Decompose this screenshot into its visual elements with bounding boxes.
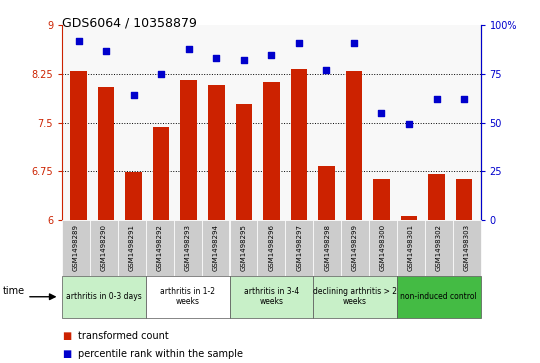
Text: time: time [3, 286, 25, 296]
Text: arthritis in 1-2
weeks: arthritis in 1-2 weeks [160, 287, 215, 306]
Text: GSM1498300: GSM1498300 [380, 224, 386, 271]
Point [75, 38, 83, 44]
Point [157, 71, 166, 77]
Text: GSM1498302: GSM1498302 [436, 224, 442, 271]
Bar [180, 81, 197, 220]
Text: non-induced control: non-induced control [400, 292, 477, 301]
Text: percentile rank within the sample: percentile rank within the sample [78, 349, 244, 359]
Point [349, 40, 358, 46]
Bar [456, 179, 472, 220]
Text: GSM1498303: GSM1498303 [464, 224, 470, 271]
Point [460, 96, 468, 102]
Point [294, 40, 303, 46]
Text: arthritis in 0-3 days: arthritis in 0-3 days [66, 292, 142, 301]
Point [404, 122, 413, 127]
Bar [208, 85, 225, 220]
Text: GSM1498294: GSM1498294 [213, 224, 219, 271]
Text: declining arthritis > 2
weeks: declining arthritis > 2 weeks [313, 287, 397, 306]
Point [377, 110, 386, 116]
Text: ■: ■ [62, 349, 71, 359]
Text: GDS6064 / 10358879: GDS6064 / 10358879 [62, 16, 197, 29]
Bar [235, 105, 252, 220]
Point [185, 46, 193, 52]
Bar [263, 82, 280, 220]
Point [212, 56, 221, 61]
Point [432, 96, 441, 102]
Bar [346, 71, 362, 220]
Text: GSM1498292: GSM1498292 [157, 224, 163, 271]
Text: GSM1498291: GSM1498291 [129, 224, 135, 271]
Text: GSM1498295: GSM1498295 [240, 224, 246, 271]
Point [267, 52, 275, 57]
Text: ■: ■ [62, 331, 71, 341]
Bar [153, 127, 170, 220]
Text: GSM1498289: GSM1498289 [73, 224, 79, 271]
Text: GSM1498293: GSM1498293 [185, 224, 191, 271]
Text: GSM1498301: GSM1498301 [408, 224, 414, 271]
Bar [291, 69, 307, 220]
Point [322, 67, 330, 73]
Text: GSM1498299: GSM1498299 [352, 224, 358, 271]
Point [240, 57, 248, 63]
Bar [318, 166, 335, 220]
Bar [70, 71, 87, 220]
Text: GSM1498290: GSM1498290 [101, 224, 107, 271]
Bar [98, 87, 114, 220]
Bar [428, 174, 445, 220]
Text: transformed count: transformed count [78, 331, 169, 341]
Text: arthritis in 3-4
weeks: arthritis in 3-4 weeks [244, 287, 299, 306]
Bar [125, 172, 142, 220]
Point [130, 93, 138, 98]
Text: GSM1498296: GSM1498296 [268, 224, 274, 271]
Bar [401, 216, 417, 220]
Text: GSM1498297: GSM1498297 [296, 224, 302, 271]
Point [102, 48, 111, 54]
Bar [373, 179, 390, 220]
Text: GSM1498298: GSM1498298 [324, 224, 330, 271]
